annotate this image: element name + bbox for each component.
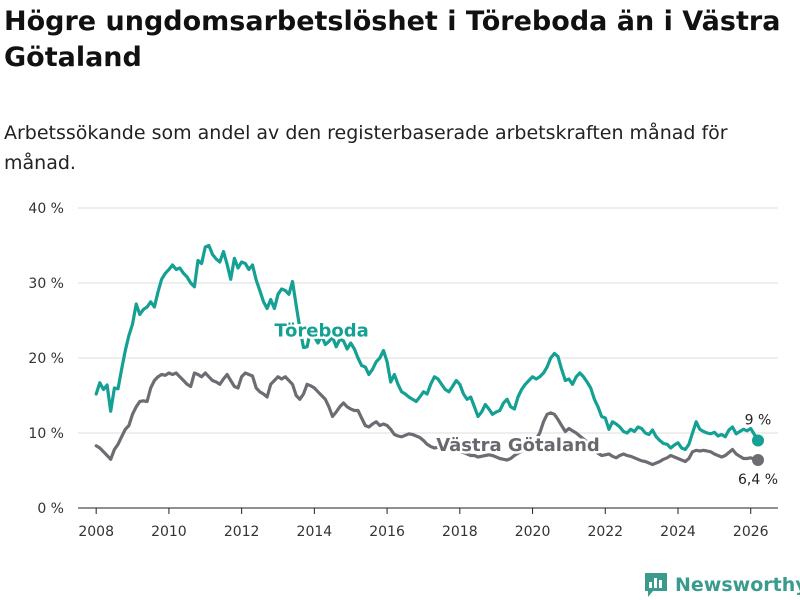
x-tick-label: 2016 <box>369 524 405 540</box>
toreboda-series-label-halo: Töreboda <box>274 320 368 341</box>
toreboda-series-label: Töreboda <box>274 320 368 341</box>
chart-title: Högre ungdomsarbetslöshet i Töreboda än … <box>4 6 781 73</box>
vastra-gotaland-line <box>94 371 760 467</box>
vastra-gotaland-end-point <box>752 454 764 466</box>
gridlines <box>78 207 778 509</box>
x-tick-label: 2012 <box>224 524 260 540</box>
x-tick-label: 2008 <box>78 524 114 540</box>
y-tick-label: 20 % <box>28 351 64 367</box>
x-tick-label: 2020 <box>515 524 551 540</box>
vastra-gotaland-series-label-halo: Västra Götaland <box>436 435 600 456</box>
x-axis: 2008 2010 2012 2014 2016 2018 2020 2022 2024 2026 <box>78 508 769 540</box>
brand-name: Newsworthy <box>675 574 800 596</box>
toreboda-end-label: 9 % <box>745 413 772 429</box>
vastra-gotaland-series-label: Västra Götaland <box>436 435 600 456</box>
y-tick-label: 0 % <box>37 501 64 517</box>
newsworthy-logo: Newsworthy <box>645 570 800 600</box>
y-tick-label: 10 % <box>28 426 64 442</box>
x-tick-label: 2024 <box>660 524 696 540</box>
series-lines <box>94 243 764 467</box>
vastra-gotaland-end-label: 6,4 % <box>738 472 778 488</box>
x-tick-label: 2022 <box>587 524 623 540</box>
y-tick-label: 40 % <box>28 201 64 217</box>
x-tick-label: 2010 <box>151 524 187 540</box>
toreboda-line <box>94 243 760 452</box>
x-tick-label: 2014 <box>297 524 333 540</box>
x-tick-label: 2018 <box>442 524 478 540</box>
y-tick-label: 30 % <box>28 276 64 292</box>
toreboda-end-point <box>752 434 764 447</box>
y-axis-ticks: 0 % 10 % 20 % 30 % 40 % <box>28 201 64 517</box>
chart-subtitle: Arbetssökande som andel av den registerb… <box>4 122 728 174</box>
x-tick-label: 2026 <box>733 524 769 540</box>
bar-chart-icon <box>645 573 667 597</box>
